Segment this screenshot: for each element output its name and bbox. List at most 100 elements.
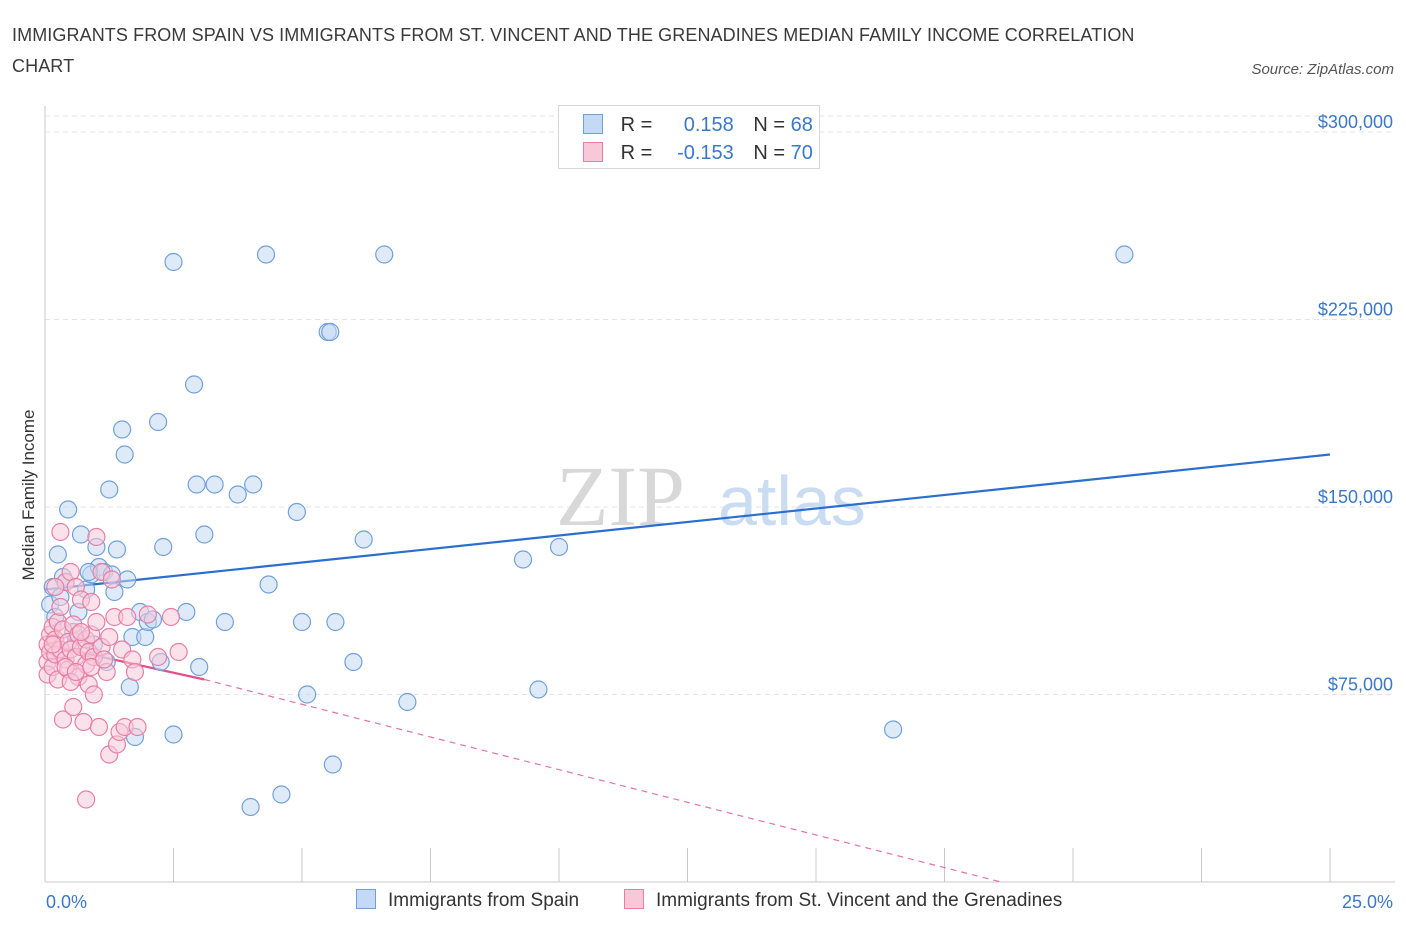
data-point-spain	[118, 570, 137, 589]
chart-title: IMMIGRANTS FROM SPAIN VS IMMIGRANTS FROM…	[12, 25, 1135, 76]
data-point-spain	[298, 685, 317, 704]
data-point-svg	[100, 627, 119, 647]
y-tick-label: $150,000	[1318, 487, 1393, 507]
data-point-spain	[513, 550, 533, 569]
data-point-spain	[190, 657, 209, 677]
legend-n-value-svg: 70	[790, 142, 813, 164]
legend-n-value-spain: 68	[790, 114, 813, 136]
data-point-spain	[107, 540, 127, 559]
bottom-legend-svg: Immigrants from St. Vincent and the Gren…	[624, 889, 1062, 912]
data-point-svg	[161, 607, 181, 627]
data-point-spain	[244, 475, 263, 494]
data-point-spain	[187, 475, 206, 494]
data-point-spain	[136, 627, 155, 647]
data-point-svg	[95, 650, 114, 669]
data-point-spain	[256, 245, 276, 264]
axis-layer	[44, 106, 1395, 883]
y-tick-label: $225,000	[1318, 300, 1393, 320]
data-point-svg	[53, 710, 73, 729]
data-point-spain	[71, 525, 91, 544]
data-point-svg	[82, 592, 101, 612]
legend-swatch-spain	[583, 114, 603, 134]
data-point-spain	[112, 420, 132, 439]
bottom-legend-label-svg: Immigrants from St. Vincent and the Gren…	[656, 890, 1063, 911]
data-point-spain	[398, 692, 417, 712]
stats-legend: R = 0.158 N = 68 R = -0.153 N = 70	[558, 105, 820, 169]
points-layer	[38, 245, 1134, 817]
y-axis-label: Median Family Income	[19, 409, 38, 580]
data-point-svg	[46, 577, 65, 597]
legend-n-label: N =	[753, 114, 786, 136]
bottom-legend-spain: Immigrants from Spain	[356, 889, 579, 912]
data-point-svg	[87, 527, 106, 547]
data-point-svg	[89, 717, 109, 737]
data-point-spain	[154, 537, 173, 557]
legend-r-value-svg: -0.153	[677, 142, 734, 164]
legend-r-label: R =	[620, 142, 653, 164]
watermark-atlas: atlas	[718, 462, 866, 540]
trendline-spain	[44, 453, 1331, 591]
data-point-spain	[344, 652, 363, 672]
data-point-svg	[87, 612, 106, 632]
data-point-spain	[241, 797, 260, 817]
data-point-svg	[125, 662, 145, 682]
legend-row-svg: R = -0.153 N = 70	[583, 142, 813, 166]
trend-layer	[44, 453, 1331, 883]
data-point-spain	[177, 602, 196, 622]
data-point-spain	[326, 612, 345, 632]
data-point-spain	[883, 720, 903, 739]
tick-layer: $75,000 $150,000 $225,000 $300,000 0.0% 25.0%	[46, 112, 1393, 912]
data-point-svg	[71, 622, 91, 642]
data-point-spain	[529, 680, 548, 699]
bottom-legend-swatch-spain	[356, 889, 376, 909]
y-tick-label: $75,000	[1328, 675, 1393, 695]
data-point-svg	[169, 642, 188, 662]
data-point-spain	[292, 612, 312, 632]
data-point-svg	[128, 717, 147, 737]
legend-swatch-svg	[583, 142, 603, 162]
x-tick-label-end: 25.0%	[1342, 892, 1393, 912]
data-point-svg	[43, 635, 62, 654]
data-point-spain	[148, 412, 168, 432]
data-point-spain	[59, 500, 78, 519]
data-point-spain	[321, 322, 340, 342]
source-label: Source: ZipAtlas.com	[1251, 61, 1394, 78]
data-point-spain	[549, 537, 569, 557]
data-point-svg	[74, 712, 93, 732]
data-point-spain	[375, 245, 394, 264]
data-point-spain	[272, 785, 291, 804]
legend-n-label: N =	[753, 142, 786, 164]
grid-layer	[45, 115, 1395, 695]
legend-row-spain: R = 0.158 N = 68	[583, 114, 813, 138]
x-tick-label-start: 0.0%	[46, 892, 87, 912]
data-point-spain	[184, 375, 204, 394]
data-point-spain	[228, 485, 247, 504]
data-point-svg	[84, 685, 103, 704]
data-point-spain	[164, 252, 183, 272]
data-point-spain	[259, 575, 278, 594]
data-point-spain	[205, 475, 224, 494]
data-point-spain	[48, 545, 67, 564]
data-point-spain	[1115, 245, 1134, 264]
data-point-spain	[100, 480, 119, 499]
data-point-svg	[64, 697, 83, 717]
data-point-spain	[115, 445, 134, 464]
data-point-svg	[118, 607, 137, 627]
data-point-spain	[287, 502, 306, 522]
data-point-spain	[215, 612, 234, 632]
data-point-spain	[354, 530, 373, 549]
bottom-legend-label-spain: Immigrants from Spain	[388, 890, 580, 911]
data-point-svg	[77, 790, 96, 809]
data-point-spain	[164, 725, 183, 744]
data-point-svg	[138, 605, 157, 624]
y-tick-label: $300,000	[1318, 112, 1393, 132]
data-point-svg	[66, 662, 85, 682]
trendline-extension-svg	[204, 678, 1002, 883]
bottom-legend-swatch-svg	[624, 889, 644, 909]
data-point-svg	[102, 570, 121, 589]
data-point-spain	[195, 525, 214, 544]
data-point-svg	[51, 597, 70, 617]
data-point-svg	[148, 647, 168, 667]
legend-r-value-spain: 0.158	[683, 114, 734, 136]
